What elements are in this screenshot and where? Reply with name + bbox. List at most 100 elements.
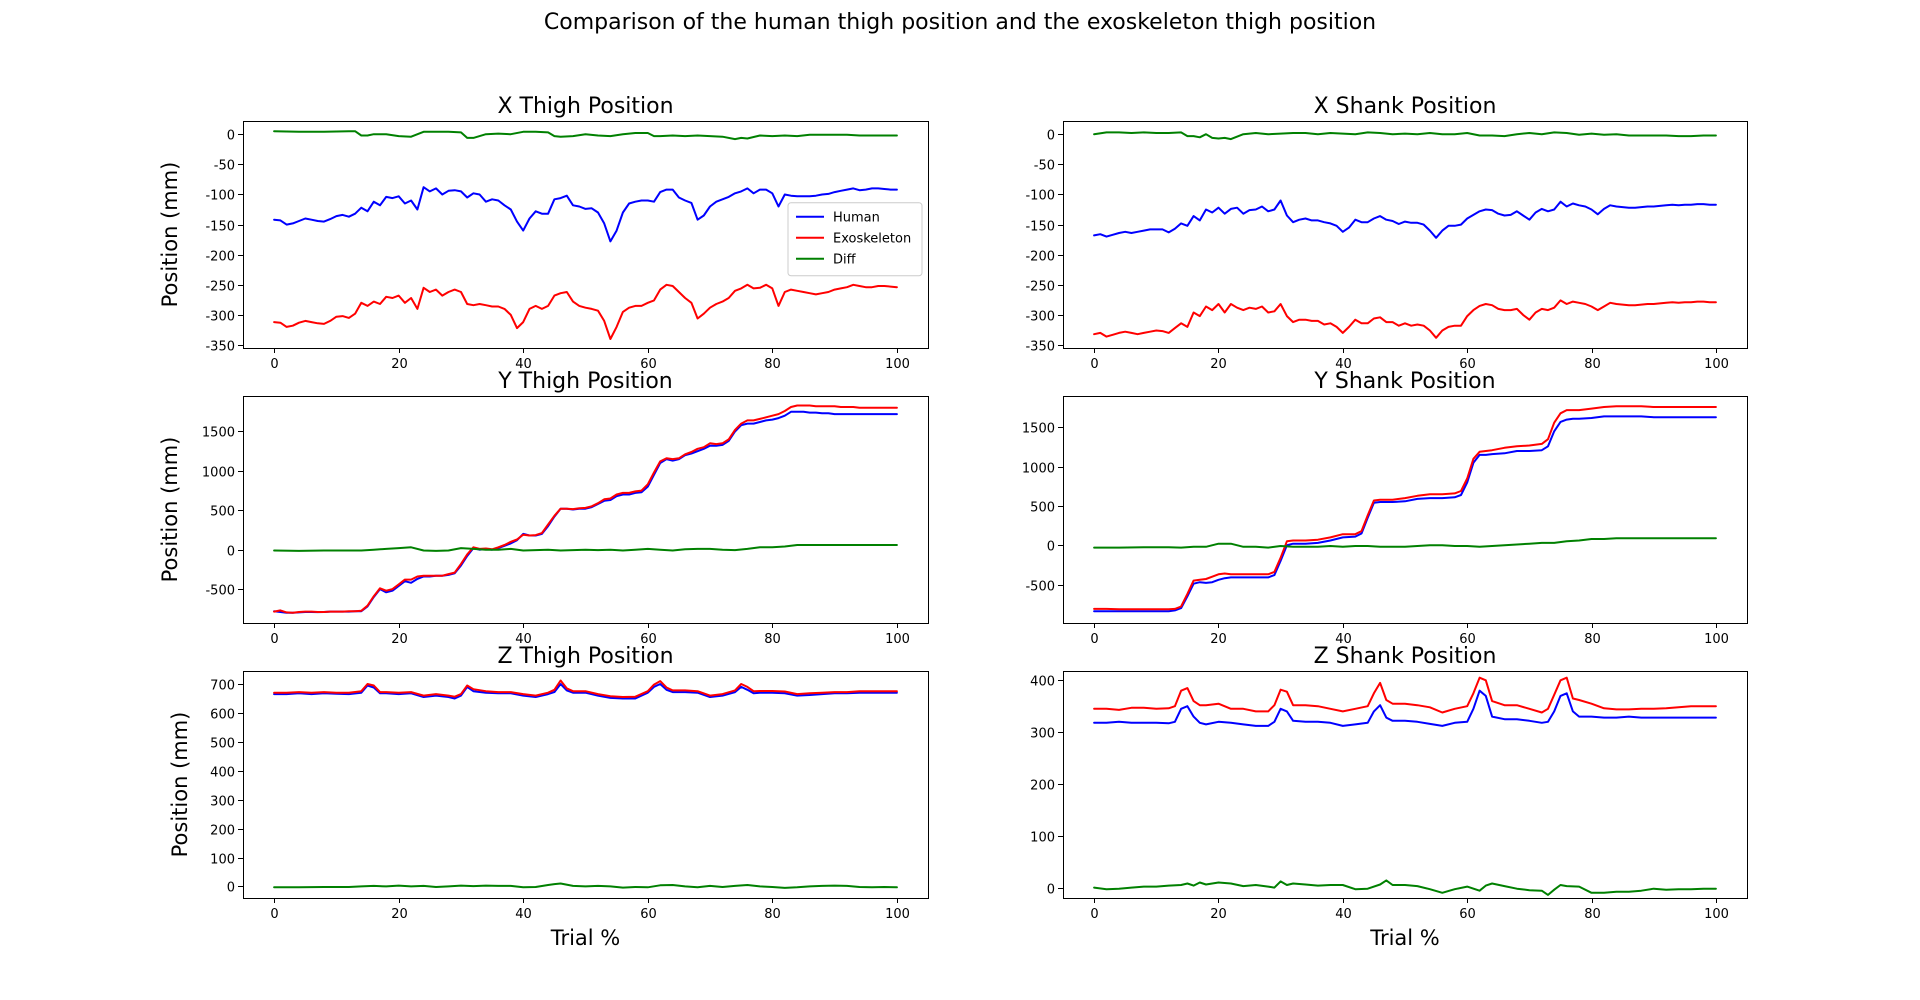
plot-frame bbox=[1063, 671, 1748, 899]
y-tick-label: 0 bbox=[227, 129, 235, 144]
y-tick-label: 200 bbox=[210, 824, 235, 839]
y-tick-label: -350 bbox=[1025, 340, 1055, 355]
y-tick-label: -200 bbox=[205, 250, 235, 265]
series-line-human bbox=[273, 410, 898, 614]
y-tick-label: 0 bbox=[227, 545, 235, 560]
x-tick-label: 40 bbox=[1335, 357, 1352, 372]
y-tick-label: 1000 bbox=[1022, 462, 1055, 477]
subplot-title: Z Shank Position bbox=[1314, 644, 1497, 669]
series-line-diff bbox=[1093, 537, 1717, 549]
y-tick-label: -100 bbox=[1025, 189, 1055, 204]
x-tick-label: 100 bbox=[885, 907, 910, 922]
x-tick-label: 80 bbox=[764, 357, 781, 372]
series-line-exoskeleton bbox=[1093, 676, 1717, 714]
series-group bbox=[273, 130, 898, 340]
subplot-z-thigh-position: 0 20 40 60 80 100 700 600 500 400 300 200 100 0 Z Thig… bbox=[168, 644, 929, 950]
y-tick-label: 300 bbox=[1030, 727, 1055, 742]
x-tick-label: 100 bbox=[1704, 357, 1729, 372]
x-tick-label: 60 bbox=[1459, 907, 1476, 922]
subplot-title: Z Thigh Position bbox=[497, 644, 673, 669]
y-tick-label: 100 bbox=[210, 853, 235, 868]
series-line-diff bbox=[273, 130, 898, 141]
x-tick-label: 80 bbox=[1584, 907, 1601, 922]
subplot-grid: 0 20 40 60 80 1000-50-100-150-200-250-300-350… bbox=[158, 94, 1748, 950]
subplot-x-thigh-position: 0 20 40 60 80 100 0 -50 -100 -150 -200 -250 -300 -350… bbox=[158, 94, 929, 372]
series-line-human bbox=[273, 186, 898, 243]
x-tick-label: 40 bbox=[515, 357, 532, 372]
series-group bbox=[1093, 131, 1717, 339]
x-tick-label: 60 bbox=[1459, 357, 1476, 372]
x-tick-label: 40 bbox=[1335, 907, 1352, 922]
series-group bbox=[1093, 676, 1717, 896]
y-tick-label: 0 bbox=[1047, 129, 1055, 144]
y-tick-label: 500 bbox=[210, 505, 235, 520]
series-line-human bbox=[1093, 689, 1717, 727]
x-tick-label: 0 bbox=[1090, 907, 1098, 922]
y-tick-label: -500 bbox=[205, 584, 235, 599]
x-tick-label: 20 bbox=[391, 632, 408, 647]
subplot-x-shank-position: 0 20 40 60 80 100 0 -50 -100 -150 -200 -250 -300 -350… bbox=[1025, 94, 1748, 372]
y-tick-label: 600 bbox=[210, 708, 235, 723]
x-tick-label: 60 bbox=[1459, 632, 1476, 647]
y-tick-label: 400 bbox=[210, 766, 235, 781]
x-tick-label: 0 bbox=[270, 907, 278, 922]
series-line-exoskeleton bbox=[1093, 299, 1717, 339]
x-tick-label: 40 bbox=[515, 907, 532, 922]
x-tick-label: 60 bbox=[640, 632, 657, 647]
subplot-title: X Shank Position bbox=[1314, 94, 1497, 119]
x-axis-label: Trial % bbox=[1369, 926, 1440, 950]
subplot-y-thigh-position: 0 20 40 60 80 100 1500 1000 500 0 -500 Y Thigh Posi… bbox=[158, 369, 929, 647]
legend-box bbox=[787, 202, 923, 277]
subplot-title: Y Thigh Position bbox=[497, 369, 673, 394]
subplot-y-shank-position: 0 20 40 60 80 100 1500 1000 500 0 -500 Y Shank Posi… bbox=[1022, 369, 1748, 647]
x-tick-label: 0 bbox=[1090, 357, 1098, 372]
figure-title: Comparison of the human thigh position a… bbox=[544, 10, 1376, 35]
y-tick-label: 100 bbox=[1030, 831, 1055, 846]
x-tick-label: 100 bbox=[885, 357, 910, 372]
series-line-diff bbox=[1093, 131, 1717, 141]
y-tick-label: -350 bbox=[205, 340, 235, 355]
subplot-title: Y Shank Position bbox=[1313, 369, 1495, 394]
x-tick-label: 100 bbox=[885, 632, 910, 647]
series-line-exoskeleton bbox=[273, 679, 898, 698]
y-tick-label: -300 bbox=[205, 310, 235, 325]
x-tick-label: 60 bbox=[640, 357, 657, 372]
legend: Human Exoskeleton Diff bbox=[787, 202, 923, 277]
x-tick-label: 80 bbox=[764, 632, 781, 647]
plot-frame bbox=[243, 396, 929, 624]
y-tick-label: -250 bbox=[205, 280, 235, 295]
y-tick-label: -200 bbox=[1025, 250, 1055, 265]
series-group bbox=[1093, 405, 1717, 613]
y-tick-label: 0 bbox=[1047, 540, 1055, 555]
series-line-human bbox=[1093, 415, 1717, 613]
y-tick-label: 0 bbox=[227, 881, 235, 896]
y-axis-label: Position (mm) bbox=[158, 162, 182, 308]
y-tick-label: 500 bbox=[210, 737, 235, 752]
legend-label-human: Human bbox=[833, 211, 880, 226]
y-tick-label: 400 bbox=[1030, 675, 1055, 690]
y-tick-label: -100 bbox=[205, 189, 235, 204]
plot-frame bbox=[243, 671, 929, 899]
x-tick-label: 60 bbox=[640, 907, 657, 922]
legend-label-diff: Diff bbox=[833, 253, 857, 268]
subplot-z-shank-position: 0 20 40 60 80 100 400 300 200 100 0 Z Shank Positio… bbox=[1030, 644, 1748, 950]
x-tick-label: 0 bbox=[1090, 632, 1098, 647]
y-tick-label: 1500 bbox=[202, 426, 235, 441]
y-axis-label: Position (mm) bbox=[168, 712, 192, 858]
y-tick-label: 300 bbox=[210, 795, 235, 810]
series-line-exoskeleton bbox=[1093, 405, 1717, 611]
y-tick-label: 1500 bbox=[1022, 422, 1055, 437]
y-tick-label: -150 bbox=[1025, 220, 1055, 235]
x-tick-label: 80 bbox=[1584, 357, 1601, 372]
subplot-title: X Thigh Position bbox=[497, 94, 673, 119]
x-tick-label: 80 bbox=[764, 907, 781, 922]
y-tick-label: -500 bbox=[1025, 580, 1055, 595]
y-tick-label: -250 bbox=[1025, 280, 1055, 295]
x-tick-label: 20 bbox=[391, 357, 408, 372]
y-tick-label: -300 bbox=[1025, 310, 1055, 325]
series-group bbox=[273, 404, 898, 614]
series-line-diff bbox=[273, 882, 898, 889]
legend-label-exoskeleton: Exoskeleton bbox=[833, 232, 911, 247]
